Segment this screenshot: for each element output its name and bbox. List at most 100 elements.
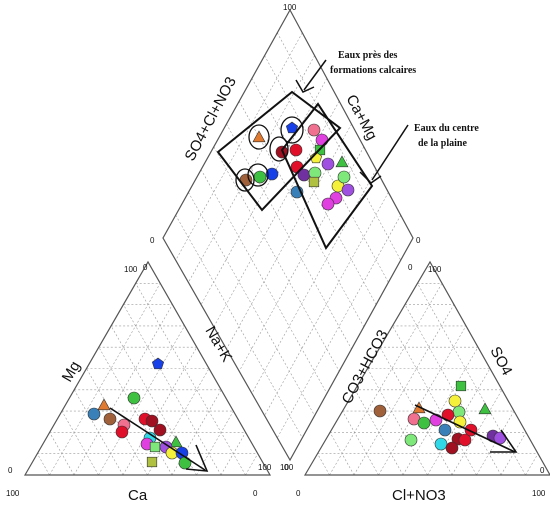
axis-label-ca: Ca — [128, 487, 148, 504]
grid-line — [98, 347, 173, 476]
sample-marker — [337, 170, 351, 184]
diamond-frame — [162, 8, 414, 462]
sample-marker — [335, 155, 349, 168]
sample-marker — [97, 398, 111, 411]
tick-label: 0 — [540, 466, 545, 475]
sample-marker — [458, 433, 472, 447]
sample-marker — [145, 414, 159, 428]
grid-line — [392, 325, 477, 476]
grid-line — [98, 325, 185, 476]
grid-line — [354, 389, 404, 476]
sample-marker — [103, 412, 117, 426]
axis-label-so4: SO4 — [486, 344, 515, 378]
grid-line — [367, 368, 428, 476]
tick-label: 0 — [143, 263, 148, 272]
grid-line — [251, 78, 377, 305]
plaine-group-outline — [280, 102, 374, 250]
sample-marker — [265, 167, 279, 181]
calcaire-arrow — [303, 59, 327, 91]
grid-line — [49, 283, 161, 476]
sample-marker — [341, 183, 355, 197]
axis-label-mg: Mg — [59, 358, 84, 385]
circle-marker — [269, 136, 289, 162]
cation-triangle-frame — [23, 260, 272, 476]
tick-label: 0 — [253, 489, 258, 498]
grid-line — [49, 432, 75, 476]
tick-label: 0 — [408, 263, 413, 272]
grid-line — [238, 146, 365, 372]
annotation-plaine-line1: Eaux du centre — [414, 123, 479, 134]
sample-marker — [169, 435, 183, 448]
grid-line — [251, 169, 377, 394]
tick-label: 0 — [284, 463, 289, 472]
sample-marker — [404, 433, 418, 447]
grid-line — [37, 453, 50, 476]
grid-line — [226, 123, 352, 350]
sample-marker — [289, 143, 303, 157]
tick-label: 100 — [283, 3, 297, 12]
grid-line — [342, 410, 379, 476]
sample-marker — [253, 170, 267, 184]
grid-lines — [37, 32, 539, 476]
tick-label: 100 — [428, 265, 442, 274]
sample-marker — [448, 394, 462, 408]
sample-marker — [307, 123, 321, 137]
sample-marker — [153, 423, 167, 437]
sample-marker — [445, 441, 459, 455]
sample-marker — [373, 404, 387, 418]
grid-line — [245, 453, 259, 476]
circle-marker — [247, 163, 269, 187]
axis-label-co3-hco3: CO3+HCO3 — [339, 327, 392, 407]
anion-trend-arrow — [414, 404, 516, 453]
annotation-calcaire-line1: Eaux près des — [338, 50, 398, 61]
sample-marker — [285, 121, 299, 134]
grid-line — [147, 368, 210, 476]
sample-marker — [478, 402, 492, 415]
grid-line — [525, 453, 539, 476]
grid-line — [188, 55, 315, 283]
sample-marker — [315, 133, 329, 147]
sample-marker — [455, 380, 467, 392]
grid-line — [73, 389, 124, 476]
grid-line — [213, 101, 340, 327]
grid-line — [175, 32, 303, 261]
sample-marker — [308, 176, 320, 188]
grid-line — [61, 410, 99, 476]
circle-marker — [280, 116, 304, 144]
grid-line — [277, 215, 401, 438]
axis-label-na-k: Na+K — [202, 324, 236, 365]
grid-line — [417, 283, 526, 476]
grid-line — [196, 410, 234, 476]
annotation-calcaire-line2: formations calcaires — [330, 65, 416, 76]
calcaire-arrowhead — [295, 79, 315, 93]
sample-marker — [321, 157, 335, 171]
grid-line — [317, 453, 330, 476]
tick-label: 100 — [258, 463, 272, 472]
grid-line — [378, 325, 467, 476]
anion-trend-arrowhead — [490, 429, 518, 453]
axis-label-cl-no3: Cl+NO3 — [392, 487, 446, 504]
sample-marker — [146, 456, 158, 468]
tick-label: 100 — [280, 463, 294, 472]
grid-line — [73, 304, 173, 476]
sample-marker — [87, 407, 101, 421]
annotation-plaine-line2: de la plaine — [418, 138, 467, 149]
circle-marker — [235, 168, 255, 192]
grid-line — [329, 283, 443, 476]
grid-line — [404, 304, 502, 476]
sample-marker — [252, 130, 266, 143]
axis-label-so4-cl-no3: SO4+Cl+NO3 — [182, 74, 240, 164]
tick-label: 0 — [8, 466, 13, 475]
grid-line — [135, 283, 246, 476]
sample-marker — [321, 197, 335, 211]
anion-triangle-frame — [303, 260, 550, 476]
cation-trend-arrowhead — [185, 444, 209, 472]
sample-marker — [429, 413, 443, 427]
plaine-arrowhead — [359, 171, 382, 184]
tick-label: 0 — [416, 236, 421, 245]
grid-line — [213, 146, 340, 372]
plaine-arrow — [371, 124, 409, 181]
sample-marker — [115, 425, 129, 439]
cation-trend-arrow — [109, 407, 206, 471]
